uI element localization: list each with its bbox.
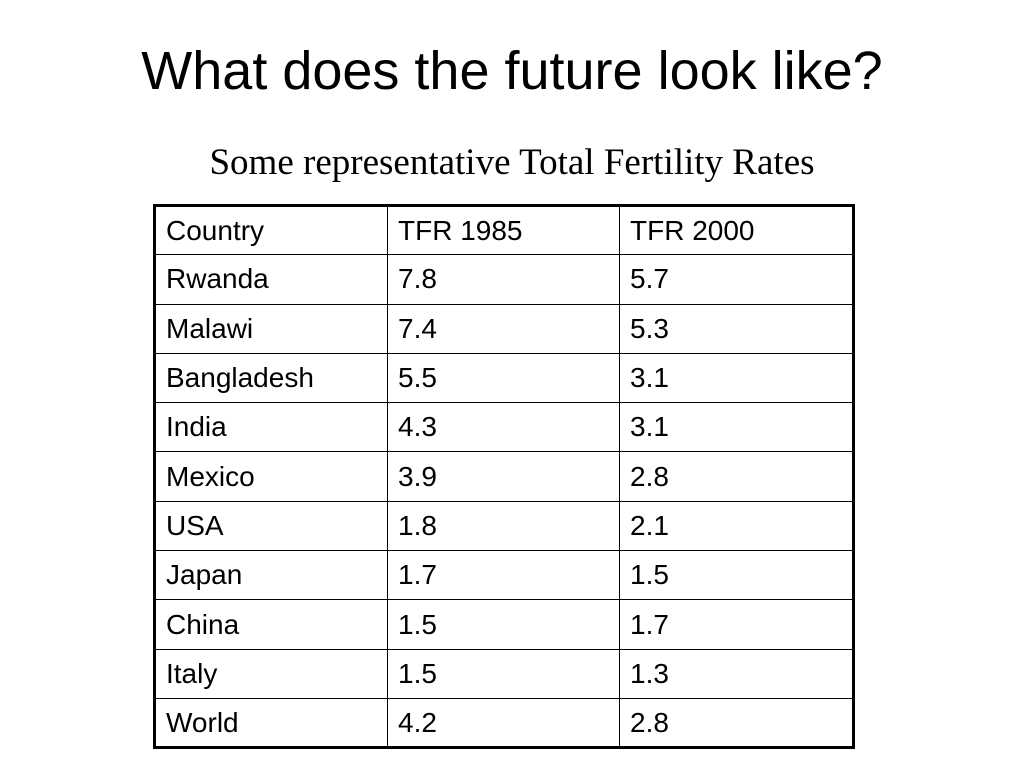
country-cell: USA bbox=[154, 500, 388, 552]
table-row: Italy 1.5 1.3 bbox=[154, 648, 854, 699]
table-row: China 1.5 1.7 bbox=[154, 599, 854, 650]
tfr-2000-cell: 1.5 bbox=[619, 550, 854, 601]
table-row: Rwanda 7.8 5.7 bbox=[154, 254, 854, 305]
slide-subtitle: Some representative Total Fertility Rate… bbox=[209, 142, 815, 183]
tfr-2000-cell: 5.7 bbox=[619, 254, 854, 305]
column-header-tfr-1985: TFR 1985 bbox=[387, 204, 620, 256]
country-cell: Japan bbox=[154, 550, 388, 601]
table-row: Mexico 3.9 2.8 bbox=[154, 451, 854, 502]
tfr-2000-cell: 1.3 bbox=[619, 648, 854, 699]
country-cell: India bbox=[154, 402, 388, 453]
country-cell: Bangladesh bbox=[154, 352, 388, 404]
tfr-1985-cell: 1.5 bbox=[387, 599, 620, 650]
table-row: Malawi 7.4 5.3 bbox=[154, 303, 854, 354]
tfr-1985-cell: 1.8 bbox=[387, 500, 620, 552]
slide-title: What does the future look like? bbox=[141, 41, 883, 101]
table-row: Japan 1.7 1.5 bbox=[154, 550, 854, 601]
tfr-2000-cell: 2.8 bbox=[619, 451, 854, 502]
tfr-1985-cell: 1.5 bbox=[387, 648, 620, 699]
tfr-1985-cell: 7.8 bbox=[387, 254, 620, 305]
country-cell: Rwanda bbox=[154, 254, 388, 305]
tfr-2000-cell: 1.7 bbox=[619, 599, 854, 650]
tfr-1985-cell: 5.5 bbox=[387, 352, 620, 404]
tfr-2000-cell: 3.1 bbox=[619, 352, 854, 404]
country-cell: China bbox=[154, 599, 388, 650]
tfr-1985-cell: 3.9 bbox=[387, 451, 620, 502]
column-header-country: Country bbox=[154, 204, 388, 256]
country-cell: Italy bbox=[154, 648, 388, 699]
table-row: India 4.3 3.1 bbox=[154, 402, 854, 453]
tfr-2000-cell: 5.3 bbox=[619, 303, 854, 354]
country-cell: World bbox=[154, 697, 388, 749]
fertility-rates-table: Country TFR 1985 TFR 2000 Rwanda 7.8 5.7… bbox=[153, 204, 855, 750]
column-header-tfr-2000: TFR 2000 bbox=[619, 204, 854, 256]
tfr-2000-cell: 2.8 bbox=[619, 697, 854, 749]
tfr-1985-cell: 4.2 bbox=[387, 697, 620, 749]
country-cell: Mexico bbox=[154, 451, 388, 502]
tfr-1985-cell: 1.7 bbox=[387, 550, 620, 601]
table-row: Bangladesh 5.5 3.1 bbox=[154, 352, 854, 404]
tfr-2000-cell: 2.1 bbox=[619, 500, 854, 552]
table-header-row: Country TFR 1985 TFR 2000 bbox=[154, 204, 854, 256]
table-row: World 4.2 2.8 bbox=[154, 697, 854, 749]
table-row: USA 1.8 2.1 bbox=[154, 500, 854, 552]
tfr-1985-cell: 4.3 bbox=[387, 402, 620, 453]
tfr-1985-cell: 7.4 bbox=[387, 303, 620, 354]
country-cell: Malawi bbox=[154, 303, 388, 354]
tfr-2000-cell: 3.1 bbox=[619, 402, 854, 453]
